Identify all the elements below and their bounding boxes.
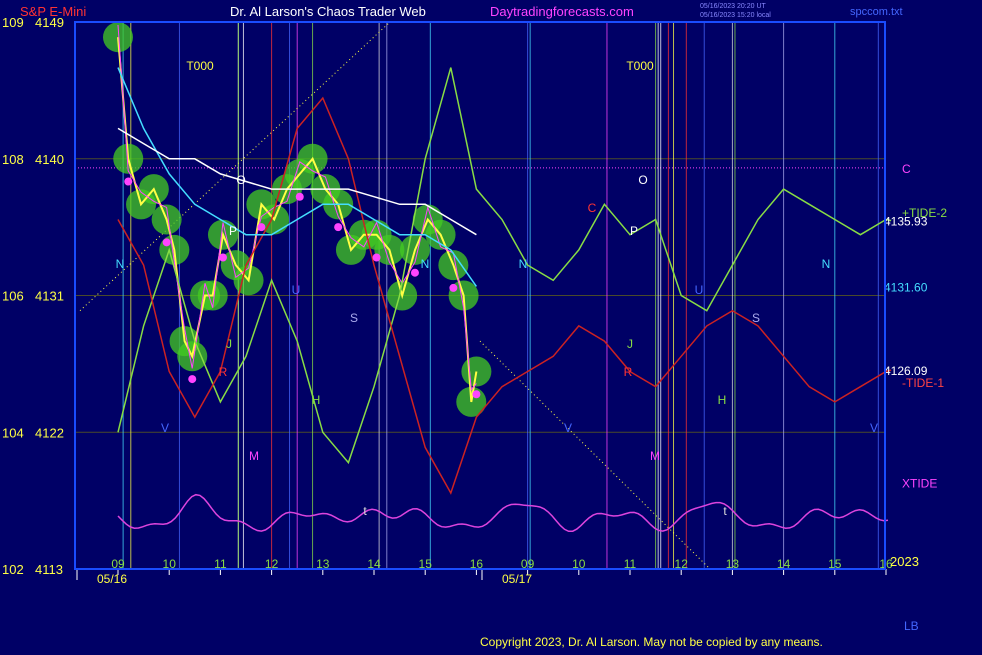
x-hour-tick-label: 16 (879, 557, 893, 571)
vertical-marker-label: R (624, 365, 633, 379)
price-marker-dot (162, 238, 171, 247)
y-axis-code-label: 106 (2, 289, 24, 304)
right-label: +TIDE-2 (902, 206, 947, 220)
vertical-marker-label: S (350, 311, 358, 325)
x-hour-tick-label: 14 (777, 557, 791, 571)
vertical-marker-label: M (650, 449, 660, 463)
y-axis-code-label: 109 (2, 15, 24, 30)
vertical-marker-label: t (723, 504, 727, 518)
right-label: 4135.93 (884, 215, 928, 229)
price-marker-dot (188, 375, 197, 384)
price-marker-dot (218, 253, 227, 262)
file-name: spccom.txt (850, 6, 903, 18)
vertical-marker-label: U (695, 283, 704, 297)
y-axis-price-label: 4140 (35, 152, 64, 167)
price-highlight-blob (461, 356, 492, 387)
x-hour-tick-label: 10 (572, 557, 586, 571)
series-line-ma-white (117, 127, 477, 236)
vertical-marker-label: J (226, 337, 232, 351)
x-hour-tick-label: 11 (624, 557, 637, 571)
price-marker-dot (124, 177, 133, 186)
price-highlight-blob (103, 22, 133, 53)
main-title: Dr. Al Larson's Chaos Trader Web (230, 4, 426, 19)
price-marker-dot (449, 283, 458, 292)
y-axis-price-label: 4131 (35, 289, 64, 304)
price-marker-dot (372, 253, 381, 262)
x-hour-tick-label: 13 (316, 557, 330, 571)
vertical-marker-label: V (564, 421, 572, 435)
vertical-marker-label: N (116, 257, 125, 271)
price-marker-dot (410, 268, 419, 277)
price-marker-dot (334, 223, 343, 232)
x-hour-tick-label: 16 (470, 557, 484, 571)
x-hour-tick-label: 13 (726, 557, 740, 571)
vertical-marker-label: t (363, 504, 367, 518)
series-line--tide-2 (117, 67, 892, 465)
vertical-marker-label: M (249, 449, 259, 463)
x-date-label: 05/17 (502, 572, 532, 586)
footer-corner-label: LB (904, 619, 919, 633)
plot-frame (74, 21, 886, 570)
vertical-marker-label: N (519, 257, 528, 271)
x-hour-tick-label: 14 (367, 557, 381, 571)
vertical-marker-label: V (870, 421, 878, 435)
vertical-marker-label: T000 (626, 59, 654, 73)
price-marker-dot (295, 192, 304, 201)
vertical-marker-label: H (312, 393, 321, 407)
x-hour-tick-label: 12 (265, 557, 279, 571)
y-axis-price-label: 4113 (35, 562, 63, 577)
x-hour-tick-label: 09 (111, 557, 125, 571)
timestamp-local: 05/16/2023 15:20 local (700, 12, 771, 19)
xtide-line (117, 493, 889, 533)
series-line--tide-1 (117, 96, 892, 495)
x-hour-tick-label: 12 (675, 557, 689, 571)
y-axis-code-label: 108 (2, 152, 24, 167)
vertical-marker-label: P (229, 224, 237, 238)
x-hour-tick-label: 15 (419, 557, 433, 571)
right-label: 4126.09 (884, 364, 928, 378)
price-marker-dot (472, 390, 481, 399)
vertical-marker-label: O (638, 173, 647, 187)
instrument-title: S&P E-Mini (20, 4, 86, 19)
y-axis-price-label: 4122 (35, 425, 64, 440)
site-title: Daytradingforecasts.com (490, 4, 634, 19)
x-hour-tick-label: 09 (521, 557, 535, 571)
vertical-marker-label: P (630, 224, 638, 238)
y-axis-price-label: 4149 (35, 15, 64, 30)
right-label: 4131.60 (884, 280, 928, 294)
vertical-marker-label: J (627, 337, 633, 351)
vertical-marker-label: N (421, 257, 430, 271)
right-label: C (902, 162, 911, 176)
y-axis-code-label: 102 (2, 562, 24, 577)
vertical-marker-label: O (236, 173, 245, 187)
right-label: XTIDE (902, 476, 937, 490)
timestamp-ut: 05/16/2023 20:20 UT (700, 3, 766, 10)
x-hour-tick-label: 11 (214, 557, 227, 571)
x-hour-tick-label: 10 (163, 557, 177, 571)
vertical-marker-label: T000 (186, 59, 214, 73)
vertical-marker-label: H (718, 393, 727, 407)
series-line-ma-cyan (117, 67, 478, 287)
right-label: -TIDE-1 (902, 376, 944, 390)
vertical-marker-label: R (219, 365, 228, 379)
vertical-marker-label: C (588, 201, 597, 215)
x-hour-tick-label: 15 (828, 557, 842, 571)
price-marker-dot (257, 223, 266, 232)
vertical-marker-label: N (822, 257, 831, 271)
year-label: 2023 (890, 554, 919, 569)
vertical-marker-label: U (292, 283, 301, 297)
vertical-marker-label: S (752, 311, 760, 325)
y-axis-code-label: 104 (2, 425, 24, 440)
footer-copyright: Copyright 2023, Dr. Al Larson. May not b… (480, 635, 823, 649)
x-date-label: 05/16 (97, 572, 127, 586)
vertical-marker-label: V (161, 421, 169, 435)
